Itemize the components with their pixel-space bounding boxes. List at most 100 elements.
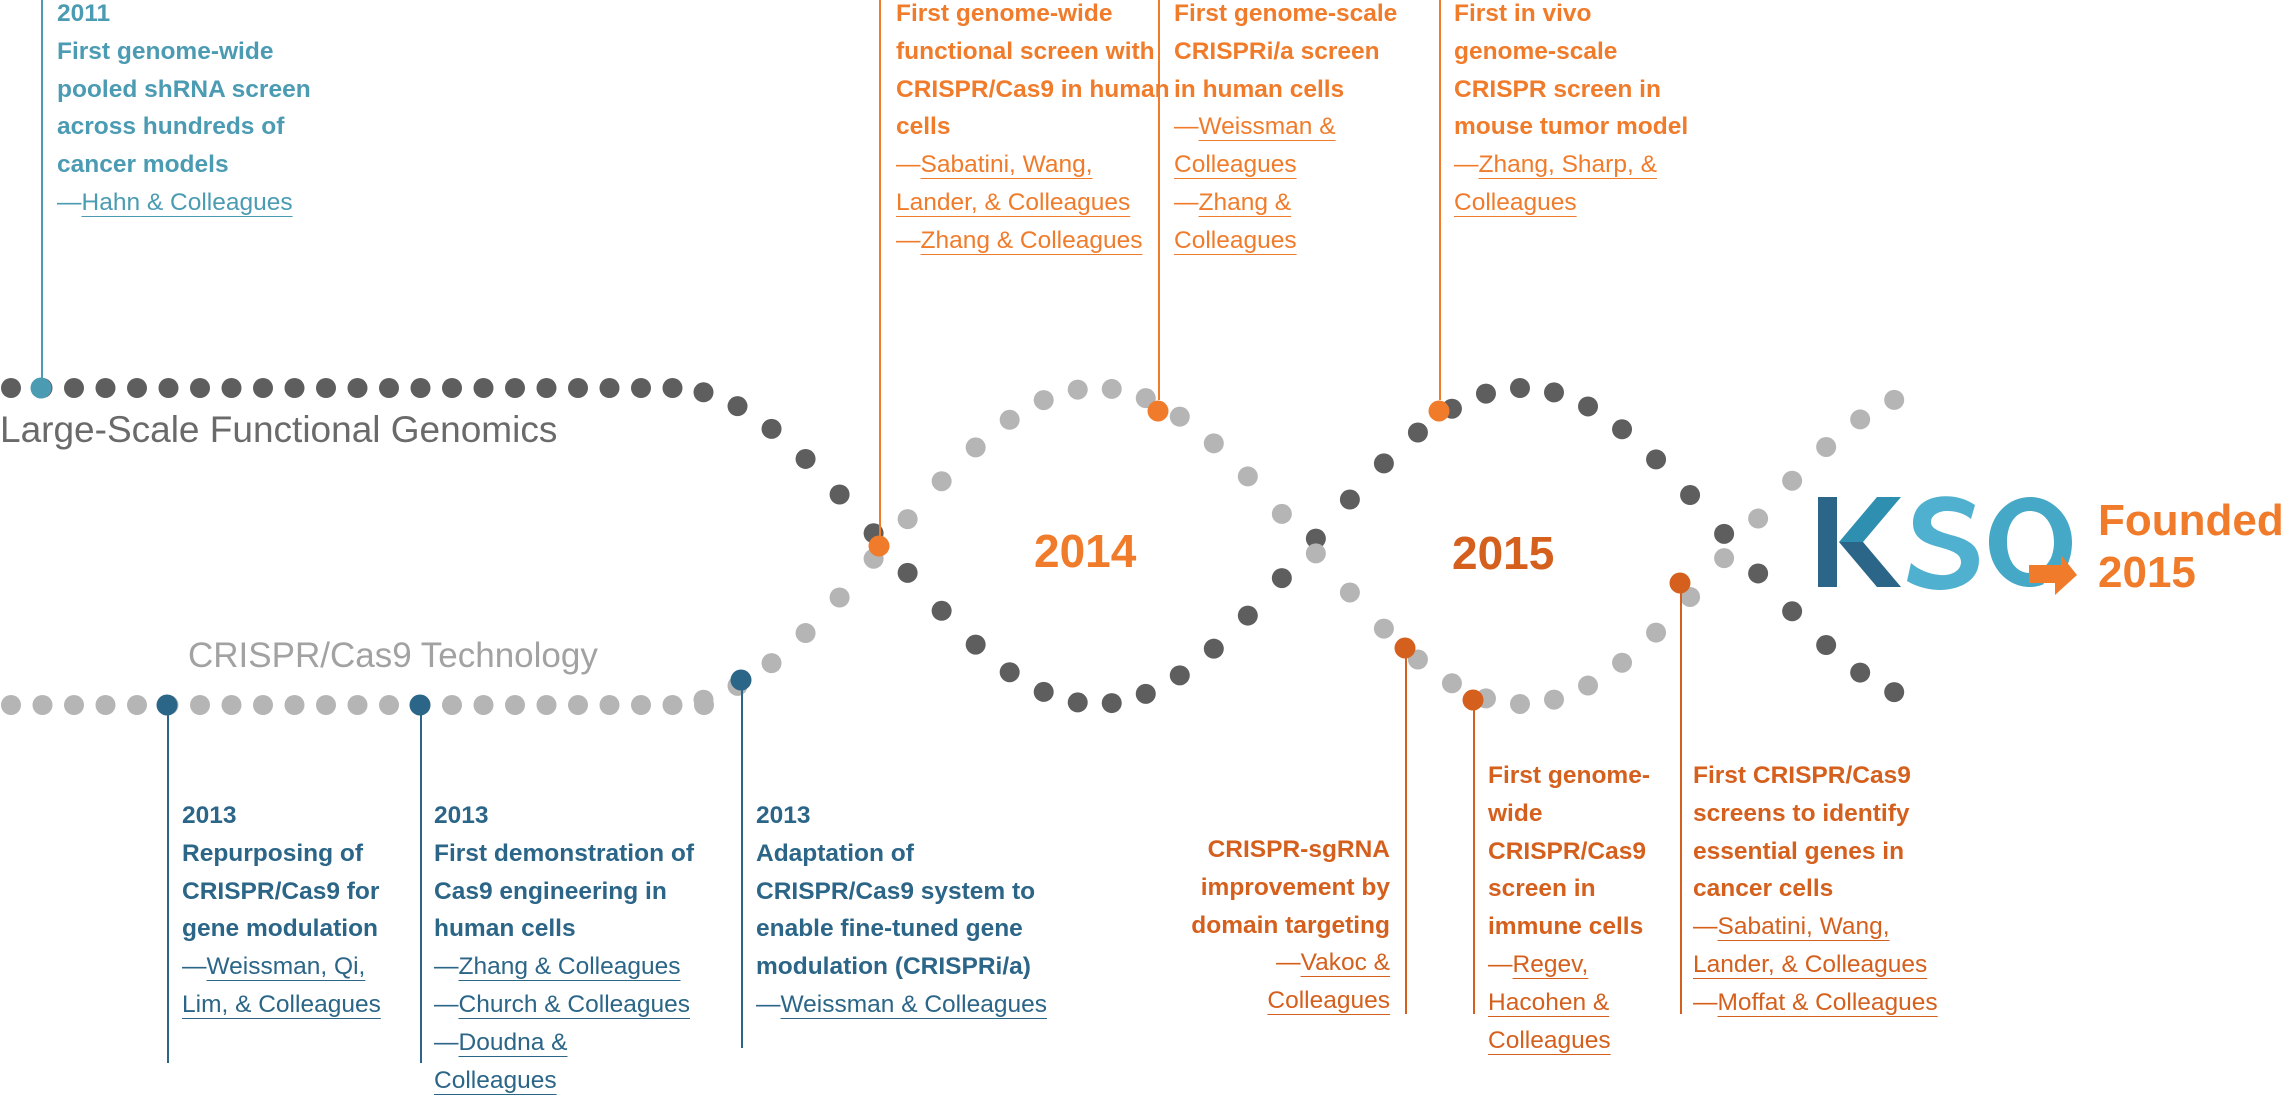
- credit-link[interactable]: Doudna & Colleagues: [434, 1028, 568, 1094]
- annotation-text: First demonstration of Cas9 engineering …: [434, 839, 694, 943]
- helix-dot: [1033, 681, 1054, 702]
- helix-dot: [599, 378, 620, 398]
- helix-dot: [761, 418, 782, 439]
- milestone-dot: [1428, 400, 1450, 422]
- helix-dot: [347, 378, 368, 398]
- helix-dot: [897, 562, 918, 583]
- annotation-text: First genome-wide functional screen with…: [896, 0, 1170, 141]
- helix-dot: [284, 695, 305, 715]
- helix-dot: [1067, 692, 1088, 713]
- connector-line: [741, 680, 743, 1048]
- annotation-credit: —Sabatini, Wang, Lander, & Colleagues: [896, 151, 1131, 216]
- credit-link[interactable]: Zhang & Colleagues: [1174, 188, 1297, 254]
- annotation-credit: —Zhang & Colleagues: [1174, 188, 1297, 254]
- helix-dot: [1850, 409, 1871, 430]
- annotation-text: First genome-wide CRISPR/Cas9 screen in …: [1488, 762, 1650, 941]
- helix-dot: [631, 695, 651, 715]
- founded-line-2: 2015: [2098, 548, 2196, 597]
- connector-line: [167, 706, 169, 1063]
- credit-link[interactable]: Moffat & Colleagues: [1717, 988, 1938, 1016]
- helix-dot: [1748, 563, 1769, 584]
- annotation-sgrna-improvement: CRISPR-sgRNA improvement by domain targe…: [1168, 831, 1390, 1020]
- connector-line: [420, 706, 422, 1063]
- credit-link[interactable]: Zhang, Sharp, & Colleagues: [1454, 151, 1657, 216]
- annotation-credit: —Regev, Hacohen & Colleagues: [1488, 950, 1611, 1054]
- helix-dot: [1033, 390, 1054, 411]
- helix-dot: [253, 695, 273, 715]
- annotation-credit: —Zhang & Colleagues: [896, 226, 1143, 254]
- annotation-credit: —Vakoc & Colleagues: [1267, 949, 1390, 1015]
- credit-link[interactable]: Weissman & Colleagues: [780, 990, 1047, 1018]
- annotation-text: First genome-wide pooled shRNA screen ac…: [57, 37, 311, 179]
- helix-dot: [221, 378, 242, 398]
- annotation-text: First genome-scale CRISPRi/a screen in h…: [1174, 0, 1398, 103]
- helix-dot: [1816, 436, 1837, 457]
- annotation-crispri-screen: First genome-scale CRISPRi/a screen in h…: [1174, 0, 1404, 260]
- helix-dot: [1544, 689, 1564, 710]
- helix-dot: [662, 378, 683, 398]
- helix-dot: [442, 695, 462, 715]
- credit-link[interactable]: Sabatini, Wang, Lander, & Colleagues: [1693, 913, 1928, 978]
- helix-dot: [693, 689, 714, 710]
- annotation-credit: —Zhang, Sharp, & Colleagues: [1454, 151, 1657, 216]
- founded-label: Founded 2015: [2098, 495, 2284, 599]
- annotation-year: 2013: [182, 802, 237, 829]
- helix-dot: [1, 378, 21, 398]
- annotation-2013-cas9-engineering: 2013 First demonstration of Cas9 enginee…: [434, 797, 694, 1099]
- helix-dot: [693, 382, 714, 403]
- annotation-year: 2011: [57, 0, 111, 27]
- helix-dot: [931, 600, 952, 621]
- helix-dot: [1203, 638, 1224, 659]
- helix-dot: [1407, 422, 1428, 443]
- helix-dot: [1612, 419, 1633, 440]
- helix-dot: [1339, 582, 1360, 603]
- helix-dot: [1646, 449, 1667, 470]
- credit-link[interactable]: Sabatini, Wang, Lander, & Colleagues: [896, 151, 1131, 216]
- helix-dot: [761, 653, 782, 674]
- annotation-credit: —Church & Colleagues: [434, 990, 691, 1018]
- helix-dot: [284, 378, 305, 398]
- credit-link[interactable]: Weissman & Colleagues: [1174, 113, 1336, 179]
- annotation-year: 2013: [756, 802, 811, 829]
- milestone-dot: [868, 535, 890, 557]
- helix-dot: [505, 695, 525, 715]
- year-2015-label: 2015: [1452, 527, 1555, 579]
- credit-link[interactable]: Hahn & Colleagues: [81, 188, 293, 216]
- helix-dot: [1850, 662, 1871, 683]
- credit-link[interactable]: Weissman, Qi, Lim, & Colleagues: [182, 953, 381, 1018]
- credit-link[interactable]: Church & Colleagues: [458, 990, 691, 1018]
- helix-dot: [1509, 378, 1530, 399]
- helix-dot: [536, 695, 557, 715]
- helix-dot: [473, 378, 494, 398]
- annotation-immune-cells-screen: First genome-wide CRISPR/Cas9 screen in …: [1488, 757, 1673, 1059]
- helix-dot: [999, 662, 1020, 683]
- helix-dot: [795, 448, 816, 469]
- annotation-credit: —Sabatini, Wang, Lander, & Colleagues: [1693, 913, 1928, 978]
- helix-dot: [473, 695, 494, 715]
- helix-dot: [965, 437, 986, 458]
- helix-dot: [95, 695, 116, 715]
- helix-dot: [1646, 622, 1667, 643]
- annotation-text: First in vivo genome-scale CRISPR screen…: [1454, 0, 1689, 141]
- helix-dot: [1271, 568, 1292, 589]
- helix-dot: [64, 695, 84, 715]
- credit-link[interactable]: Vakoc & Colleagues: [1267, 949, 1390, 1015]
- helix-dot: [965, 634, 986, 655]
- credit-link[interactable]: Zhang & Colleagues: [458, 953, 681, 981]
- helix-dot: [1782, 601, 1803, 622]
- helix-dot: [931, 471, 952, 492]
- helix-dot: [95, 378, 116, 398]
- helix-dot: [1237, 605, 1258, 626]
- connector-line: [879, 0, 881, 540]
- helix-dot: [1271, 503, 1292, 524]
- annotation-credit: —Weissman & Colleagues: [756, 990, 1047, 1018]
- helix-dot: [1475, 383, 1496, 404]
- credit-link[interactable]: Zhang & Colleagues: [920, 226, 1143, 254]
- credit-link[interactable]: Regev, Hacohen & Colleagues: [1488, 950, 1611, 1054]
- helix-dot: [379, 378, 399, 398]
- helix-dot: [1748, 508, 1769, 529]
- annotation-2013-repurposing: 2013 Repurposing of CRISPR/Cas9 for gene…: [182, 797, 407, 1024]
- helix-dot: [1305, 528, 1326, 549]
- annotation-crispr-screen-human: First genome-wide functional screen with…: [896, 0, 1171, 260]
